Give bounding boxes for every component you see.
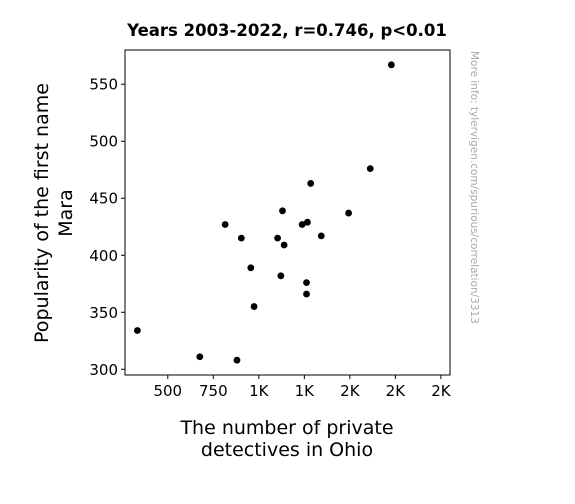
data-point	[280, 241, 288, 249]
x-tick-label: 1K	[295, 382, 316, 400]
data-point	[221, 221, 229, 228]
data-point	[279, 207, 286, 215]
chart-title: Years 2003-2022, r=0.746, p<0.01	[126, 21, 447, 40]
y-tick-label: 400	[89, 247, 118, 265]
data-point	[307, 180, 315, 187]
data-point	[277, 272, 285, 280]
x-tick-label: 1K	[249, 382, 270, 400]
data-point	[304, 218, 311, 226]
plot-area: 300 350 400 450 500 550 500 750 1K 1K 2K 2K 2K	[89, 49, 452, 400]
y-tick-label: 550	[89, 76, 118, 94]
data-point	[317, 232, 325, 240]
x-axis-label: The number of private detectives in Ohio	[179, 417, 393, 461]
y-tick-label: 450	[89, 190, 118, 208]
data-point	[303, 290, 310, 298]
x-tick-label: 2K	[431, 382, 452, 400]
data-point	[247, 264, 255, 272]
y-tick-label: 300	[89, 361, 118, 379]
data-point	[387, 61, 395, 69]
data-point	[366, 165, 374, 172]
x-tick-label: 750	[199, 382, 228, 400]
source-note: More info: tylervigen.com/spurious/corre…	[468, 51, 480, 324]
data-point	[345, 209, 352, 217]
data-point	[250, 303, 258, 310]
data-point	[237, 234, 245, 242]
y-axis-label-line-1: Popularity of the first name	[31, 83, 53, 343]
data-point	[298, 221, 306, 228]
x-tick-label: 500	[153, 382, 182, 400]
data-point	[274, 234, 281, 242]
y-tick-label: 500	[89, 133, 118, 151]
data-point	[303, 279, 310, 287]
x-tick-label: 2K	[340, 382, 361, 400]
y-axis-label-line-2: Mara	[55, 189, 77, 237]
x-tick-label: 2K	[386, 382, 407, 400]
data-point	[196, 353, 204, 361]
x-axis-label-line-1: The number of private	[179, 417, 393, 439]
data-point	[233, 356, 241, 364]
y-axis-label: Popularity of the first name Mara	[31, 83, 77, 343]
x-axis-label-line-2: detectives in Ohio	[201, 439, 373, 461]
data-point	[133, 327, 141, 334]
plot-frame	[124, 49, 451, 376]
y-tick-label: 350	[89, 304, 118, 322]
